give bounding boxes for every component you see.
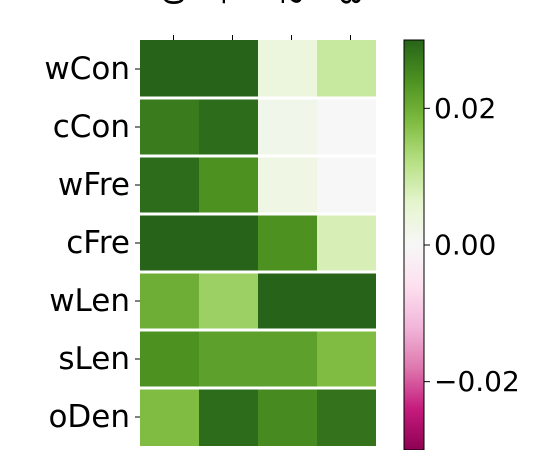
colorbar: −0.02 0.00 0.02 (403, 39, 520, 450)
heatmap-cell-cCon-1 (199, 98, 258, 156)
x-tick-label-1: 1 (216, 0, 249, 6)
colorbar-tick-label: 0.02 (434, 92, 496, 125)
y-tick-label-wCon: wCon (44, 51, 130, 87)
heatmap-cell-wCon-2 (258, 40, 317, 98)
heatmap-cell-wFre-0 (140, 156, 199, 214)
y-tick-label-cFre: cFre (66, 225, 130, 261)
heatmap-cell-sLen-1 (199, 330, 258, 388)
y-tick-label-wFre: wFre (58, 167, 130, 203)
heatmap-cell-cCon-2 (258, 98, 317, 156)
heatmap-cell-sLen-0 (140, 330, 199, 388)
x-tick-label-2: 2 (275, 0, 308, 6)
heatmap-cell-cCon-0 (140, 98, 199, 156)
colorbar-gradient (403, 39, 425, 450)
x-axis-ticks: 0 1 2 3 (157, 0, 367, 40)
heatmap-cell-sLen-3 (317, 330, 376, 388)
heatmap-cell-cCon-3 (317, 98, 376, 156)
y-tick-label-wLen: wLen (49, 283, 130, 319)
heatmap-cell-wLen-1 (199, 272, 258, 330)
heatmap-cell-cFre-0 (140, 214, 199, 272)
heatmap-cell-wFre-2 (258, 156, 317, 214)
heatmap-cell-cFre-3 (317, 214, 376, 272)
heatmap-cell-wLen-2 (258, 272, 317, 330)
y-tick-label-sLen: sLen (58, 341, 130, 377)
y-tick-label-oDen: oDen (48, 399, 130, 435)
heatmap-cell-wCon-3 (317, 40, 376, 98)
y-tick-label-cCon: cCon (53, 109, 130, 145)
y-axis-ticks: wCon cCon wFre cFre wLen sLen oDen (44, 51, 140, 435)
heatmap-cells (140, 40, 376, 446)
heatmap-cell-cFre-2 (258, 214, 317, 272)
heatmap-cell-oDen-3 (317, 388, 376, 446)
colorbar-tick-label: −0.02 (434, 365, 520, 398)
heatmap-cell-wCon-0 (140, 40, 199, 98)
colorbar-tick-label: 0.00 (434, 229, 496, 262)
heatmap-cell-wLen-0 (140, 272, 199, 330)
heatmap-cell-sLen-2 (258, 330, 317, 388)
heatmap-cell-wFre-1 (199, 156, 258, 214)
heatmap-cell-oDen-0 (140, 388, 199, 446)
heatmap-cell-oDen-1 (199, 388, 258, 446)
heatmap-cell-oDen-2 (258, 388, 317, 446)
heatmap-cell-wLen-3 (317, 272, 376, 330)
heatmap-cell-wCon-1 (199, 40, 258, 98)
x-tick-label-3: 3 (334, 0, 367, 6)
heatmap-cell-wFre-3 (317, 156, 376, 214)
x-tick-label-0: 0 (157, 0, 190, 6)
heatmap-grid (140, 96, 376, 390)
heatmap-cell-cFre-1 (199, 214, 258, 272)
